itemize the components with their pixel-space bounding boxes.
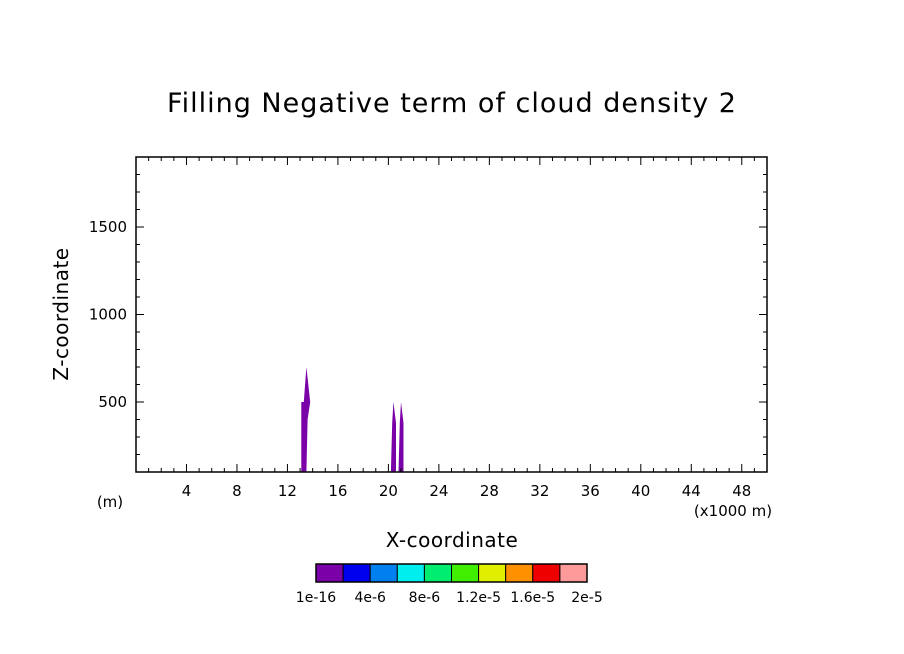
colorbar-tick-label: 8e-6	[409, 590, 441, 606]
colorbar-tick-label: 1.2e-5	[456, 590, 501, 606]
colorbar-swatch-10	[559, 563, 588, 583]
y-tick-label: 500	[98, 393, 127, 411]
x-unit-right: (x1000 m)	[694, 502, 772, 520]
plot-frame	[135, 156, 768, 473]
x-tick-label: 24	[429, 482, 448, 500]
x-tick-label: 44	[682, 482, 701, 500]
x-tick-label: 28	[480, 482, 499, 500]
x-tick-label: 12	[278, 482, 297, 500]
filled-region-3	[398, 402, 404, 472]
x-axis-label: X-coordinate	[386, 528, 519, 552]
filled-regions	[301, 367, 404, 472]
chart-title: Filling Negative term of cloud density 2	[167, 88, 737, 119]
x-tick-label: 48	[732, 482, 751, 500]
colorbar-swatch-3	[369, 563, 398, 583]
x-tick-label: 16	[328, 482, 347, 500]
y-tick-label: 1500	[89, 218, 127, 236]
colorbar-swatch-2	[342, 563, 371, 583]
colorbar-frame	[315, 563, 588, 583]
x-tick-label: 20	[379, 482, 398, 500]
colorbar-tick-label: 4e-6	[354, 590, 386, 606]
colorbar-tick-label: 1.6e-5	[510, 590, 555, 606]
colorbar-tick-label: 2e-5	[571, 590, 602, 606]
colorbar: 1e-16 4e-6 8e-6 1.2e-5 1.6e-5 2e-5	[296, 563, 603, 606]
colorbar-swatch-8	[505, 563, 534, 583]
colorbar-swatch-7	[478, 563, 507, 583]
colorbar-swatch-6	[451, 563, 480, 583]
y-tick-label: 1000	[89, 306, 127, 324]
colorbar-tick-label: 1e-16	[296, 590, 336, 606]
filled-region-1	[301, 367, 311, 472]
x-unit-left: (m)	[97, 493, 123, 511]
colorbar-swatch-9	[532, 563, 561, 583]
filled-region-2	[390, 402, 396, 472]
x-tick-label: 8	[232, 482, 242, 500]
y-axis-label: Z-coordinate	[49, 247, 73, 380]
x-tick-label: 32	[530, 482, 549, 500]
x-tick-label: 40	[631, 482, 650, 500]
colorbar-swatch-1	[315, 563, 344, 583]
x-tick-label: 4	[182, 482, 192, 500]
colorbar-swatch-4	[396, 563, 425, 583]
colorbar-swatch-5	[423, 563, 452, 583]
x-tick-label: 36	[581, 482, 600, 500]
